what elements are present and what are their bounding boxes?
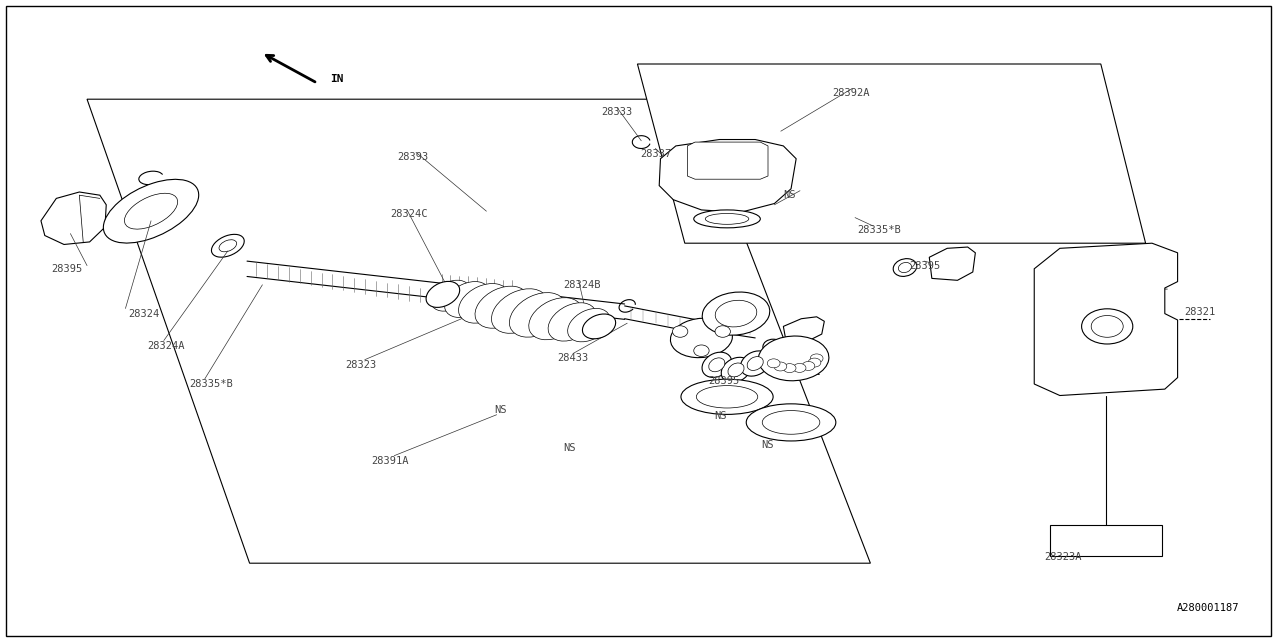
Ellipse shape bbox=[721, 357, 751, 383]
Ellipse shape bbox=[1082, 308, 1133, 344]
Ellipse shape bbox=[567, 308, 611, 342]
Ellipse shape bbox=[509, 292, 566, 337]
Text: 28324C: 28324C bbox=[390, 209, 428, 220]
Ellipse shape bbox=[808, 358, 820, 367]
Text: 28337: 28337 bbox=[640, 148, 671, 159]
Ellipse shape bbox=[529, 298, 582, 340]
Text: 28323: 28323 bbox=[346, 360, 376, 370]
Polygon shape bbox=[659, 140, 796, 212]
Polygon shape bbox=[1034, 243, 1178, 396]
Ellipse shape bbox=[211, 234, 244, 257]
Text: 28433: 28433 bbox=[557, 353, 588, 364]
Ellipse shape bbox=[810, 354, 823, 363]
Text: 28392A: 28392A bbox=[832, 88, 869, 98]
Text: 28395: 28395 bbox=[909, 260, 940, 271]
Ellipse shape bbox=[548, 303, 596, 341]
Ellipse shape bbox=[694, 210, 760, 228]
Text: IN: IN bbox=[330, 74, 344, 84]
Ellipse shape bbox=[582, 314, 616, 339]
Ellipse shape bbox=[124, 193, 178, 229]
Text: 28324B: 28324B bbox=[563, 280, 600, 290]
Ellipse shape bbox=[783, 364, 796, 372]
Ellipse shape bbox=[475, 286, 529, 328]
Polygon shape bbox=[783, 317, 824, 342]
Bar bbox=[1050, 525, 1162, 556]
Ellipse shape bbox=[701, 352, 732, 378]
Ellipse shape bbox=[672, 326, 687, 337]
Text: 28395: 28395 bbox=[51, 264, 82, 274]
Ellipse shape bbox=[492, 289, 548, 333]
Ellipse shape bbox=[763, 411, 820, 435]
Text: NS: NS bbox=[563, 443, 576, 453]
Ellipse shape bbox=[740, 351, 771, 376]
Ellipse shape bbox=[426, 282, 460, 307]
Ellipse shape bbox=[893, 259, 916, 276]
Text: 28321: 28321 bbox=[1184, 307, 1215, 317]
Ellipse shape bbox=[758, 336, 829, 381]
Text: NS: NS bbox=[762, 440, 774, 450]
Text: 28335*B: 28335*B bbox=[189, 379, 233, 389]
Ellipse shape bbox=[716, 326, 731, 337]
Ellipse shape bbox=[709, 358, 724, 372]
Ellipse shape bbox=[705, 214, 749, 225]
Text: 28324: 28324 bbox=[128, 308, 159, 319]
Ellipse shape bbox=[431, 280, 470, 311]
Text: 28335*B: 28335*B bbox=[858, 225, 901, 236]
Ellipse shape bbox=[748, 356, 763, 371]
Ellipse shape bbox=[763, 339, 783, 355]
Ellipse shape bbox=[728, 363, 744, 377]
Ellipse shape bbox=[458, 284, 509, 323]
Text: 28323A: 28323A bbox=[1044, 552, 1082, 562]
Text: NS: NS bbox=[494, 404, 507, 415]
Text: 28324A: 28324A bbox=[147, 340, 184, 351]
Text: 28333: 28333 bbox=[602, 107, 632, 117]
Polygon shape bbox=[929, 247, 975, 280]
Ellipse shape bbox=[774, 362, 787, 371]
Ellipse shape bbox=[681, 379, 773, 415]
Text: 28393: 28393 bbox=[397, 152, 428, 162]
Ellipse shape bbox=[694, 345, 709, 356]
Text: A280001187: A280001187 bbox=[1176, 603, 1239, 613]
Polygon shape bbox=[87, 99, 870, 563]
Text: 28395: 28395 bbox=[708, 376, 739, 386]
Ellipse shape bbox=[1091, 316, 1124, 337]
Ellipse shape bbox=[444, 282, 490, 317]
Ellipse shape bbox=[104, 179, 198, 243]
Polygon shape bbox=[637, 64, 1146, 243]
Text: 28391A: 28391A bbox=[371, 456, 408, 466]
Ellipse shape bbox=[671, 318, 732, 358]
Ellipse shape bbox=[696, 385, 758, 408]
Ellipse shape bbox=[219, 240, 237, 252]
Ellipse shape bbox=[716, 300, 756, 327]
Ellipse shape bbox=[703, 292, 769, 335]
Ellipse shape bbox=[899, 262, 911, 273]
Ellipse shape bbox=[767, 359, 780, 368]
Text: NS: NS bbox=[714, 411, 727, 421]
Polygon shape bbox=[41, 192, 106, 244]
Ellipse shape bbox=[794, 364, 806, 372]
Polygon shape bbox=[687, 142, 768, 179]
Ellipse shape bbox=[803, 362, 815, 371]
Ellipse shape bbox=[746, 404, 836, 441]
Text: NS: NS bbox=[783, 190, 796, 200]
